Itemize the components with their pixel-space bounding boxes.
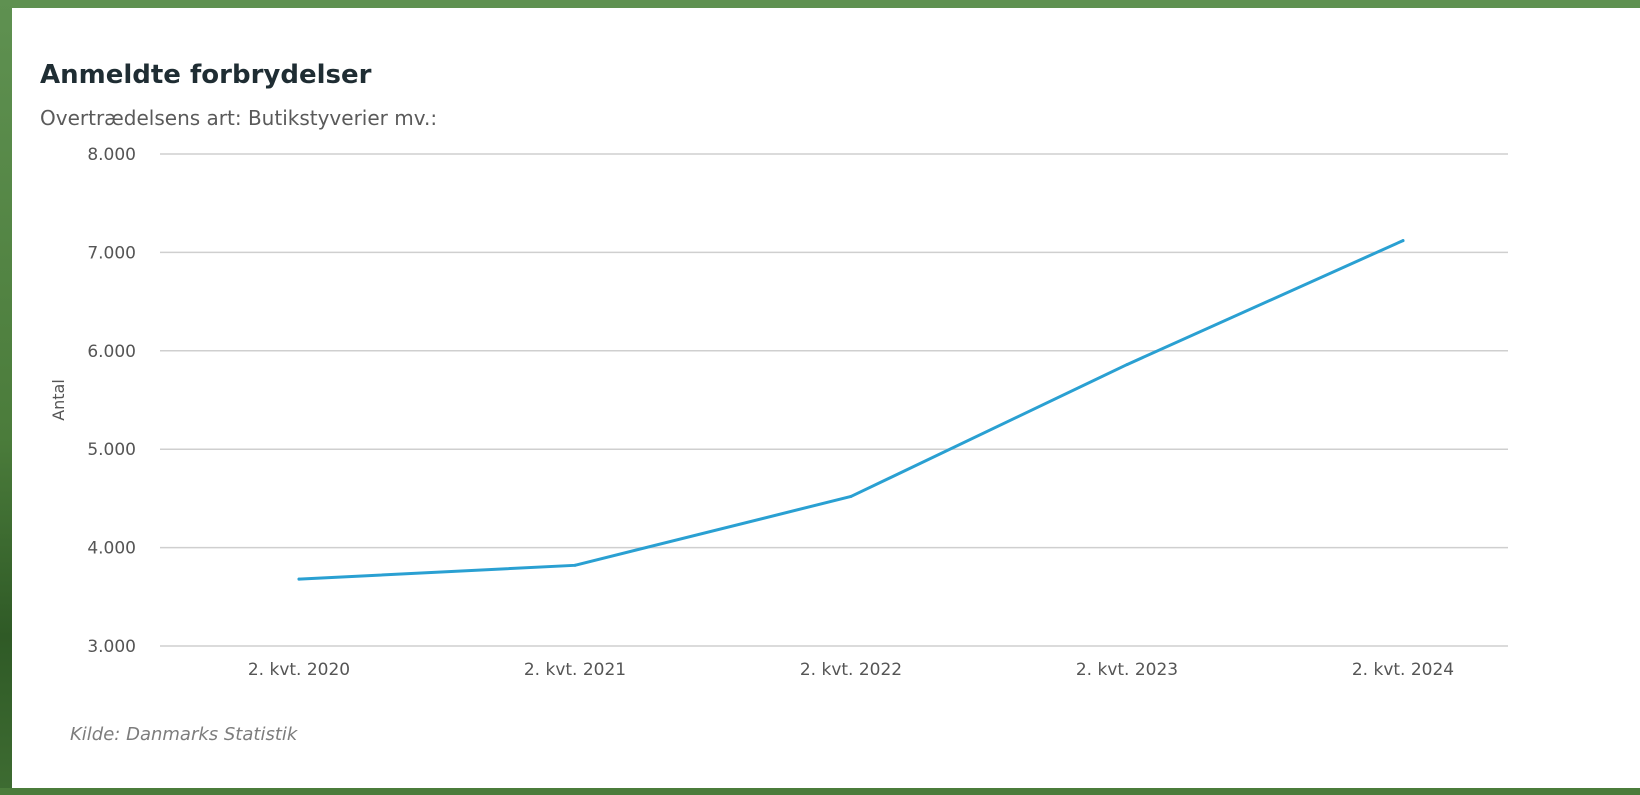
x-tick-label: 2. kvt. 2021	[524, 660, 626, 680]
y-tick-label: 6.000	[87, 342, 136, 362]
x-tick-label: 2. kvt. 2024	[1352, 660, 1454, 680]
series-line	[297, 239, 1405, 581]
x-tick-label: 2. kvt. 2023	[1076, 660, 1178, 680]
x-tick-labels: 2. kvt. 2020 2. kvt. 2021 2. kvt. 2022 2. k…	[248, 660, 1454, 680]
x-tick-label: 2. kvt. 2020	[248, 660, 350, 680]
frame-left-border	[0, 0, 12, 795]
data-point	[573, 563, 577, 567]
grid-lines	[160, 153, 1508, 647]
y-tick-labels: 3.000 4.000 5.000 6.000 7.000 8.000	[87, 145, 136, 657]
y-tick-label: 4.000	[87, 539, 136, 559]
y-tick-label: 8.000	[87, 145, 136, 165]
series-layer	[297, 239, 1405, 581]
x-tick-label: 2. kvt. 2022	[800, 660, 902, 680]
y-axis-title: Antal	[49, 379, 68, 421]
y-tick-label: 5.000	[87, 440, 136, 460]
chart-card: Anmeldte forbrydelser Overtrædelsens art…	[12, 8, 1640, 788]
chart-title: Anmeldte forbrydelser	[40, 60, 372, 90]
chart-subtitle: Overtrædelsens art: Butikstyverier mv.:	[40, 106, 438, 130]
y-tick-label: 3.000	[87, 637, 136, 657]
y-tick-label: 7.000	[87, 243, 136, 263]
frame-top-border	[0, 0, 1640, 8]
frame-bottom-border	[0, 788, 1640, 795]
chart-source: Kilde: Danmarks Statistik	[70, 724, 298, 745]
data-point	[849, 494, 853, 498]
data-point	[1401, 239, 1405, 243]
data-point	[1125, 363, 1129, 367]
data-point	[297, 577, 301, 581]
